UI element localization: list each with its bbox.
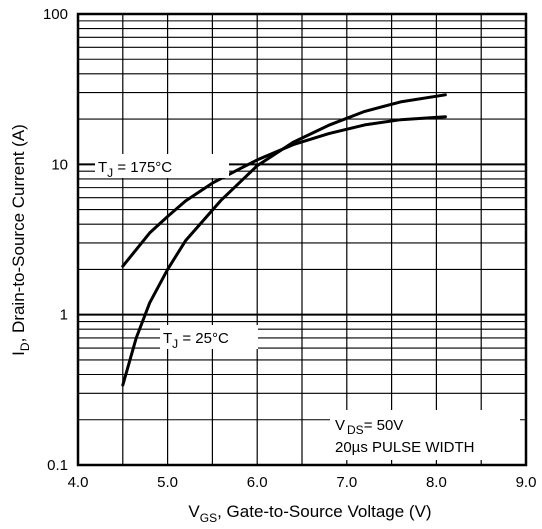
y-tick-label: 1: [60, 307, 68, 324]
x-axis-label-rest: , Gate-to-Source Voltage (V): [217, 502, 432, 521]
y-tick-label: 10: [51, 156, 68, 173]
y-axis-label-rest: , Drain-to-Source Current (A): [9, 124, 28, 342]
pulse-width-label: 20µs PULSE WIDTH: [335, 439, 475, 456]
vds-sub: DS: [347, 423, 364, 437]
x-axis-label: VGS, Gate-to-Source Voltage (V): [188, 502, 431, 525]
x-tick-label: 8.0: [426, 474, 447, 491]
y-axis-label-sub: D: [18, 342, 32, 351]
series-lines: [121, 93, 447, 387]
series-label-175c-sub: J: [107, 166, 113, 180]
x-tick-label: 9.0: [516, 474, 537, 491]
y-tick-labels: 0.1 1 10 100: [43, 6, 68, 474]
series-label-25c-main: T: [163, 330, 172, 347]
y-axis-label-main: I: [9, 351, 28, 356]
series-label-175c-rest: = 175°C: [113, 159, 172, 176]
y-tick-label: 0.1: [47, 457, 68, 474]
x-tick-label: 7.0: [336, 474, 357, 491]
x-axis-label-main: V: [188, 502, 200, 521]
grid: [77, 14, 527, 465]
vds-value: = 50V: [364, 417, 404, 434]
y-axis-label: ID, Drain-to-Source Current (A): [9, 124, 32, 356]
series-line-1: [121, 93, 447, 387]
svg-text:VDS= 50V: V DS= 50V: [335, 417, 403, 437]
y-tick-label: 100: [43, 6, 68, 23]
vds-prefix: V: [335, 417, 345, 434]
test-conditions-annotation: V DS= 50V 20µs PULSE WIDTH: [330, 410, 520, 460]
series-label-175c-main: T: [98, 159, 107, 176]
series-label-25c-sub: J: [172, 337, 178, 351]
x-tick-labels: 4.0 5.0 6.0 7.0 8.0 9.0: [68, 474, 537, 491]
svg-text:TJ = 175°C: TJ = 175°C: [98, 159, 172, 180]
x-tick-label: 5.0: [157, 474, 178, 491]
x-tick-label: 6.0: [247, 474, 268, 491]
x-tick-label: 4.0: [68, 474, 89, 491]
plot-frame: [76, 12, 528, 467]
svg-text:TJ = 25°C: TJ = 25°C: [163, 330, 229, 351]
series-label-25c: TJ = 25°C: [160, 325, 258, 351]
series-label-175c: TJ = 175°C: [95, 154, 229, 180]
x-axis-label-sub: GS: [200, 511, 217, 525]
series-line-0: [121, 115, 447, 268]
series-label-25c-rest: = 25°C: [178, 330, 229, 347]
